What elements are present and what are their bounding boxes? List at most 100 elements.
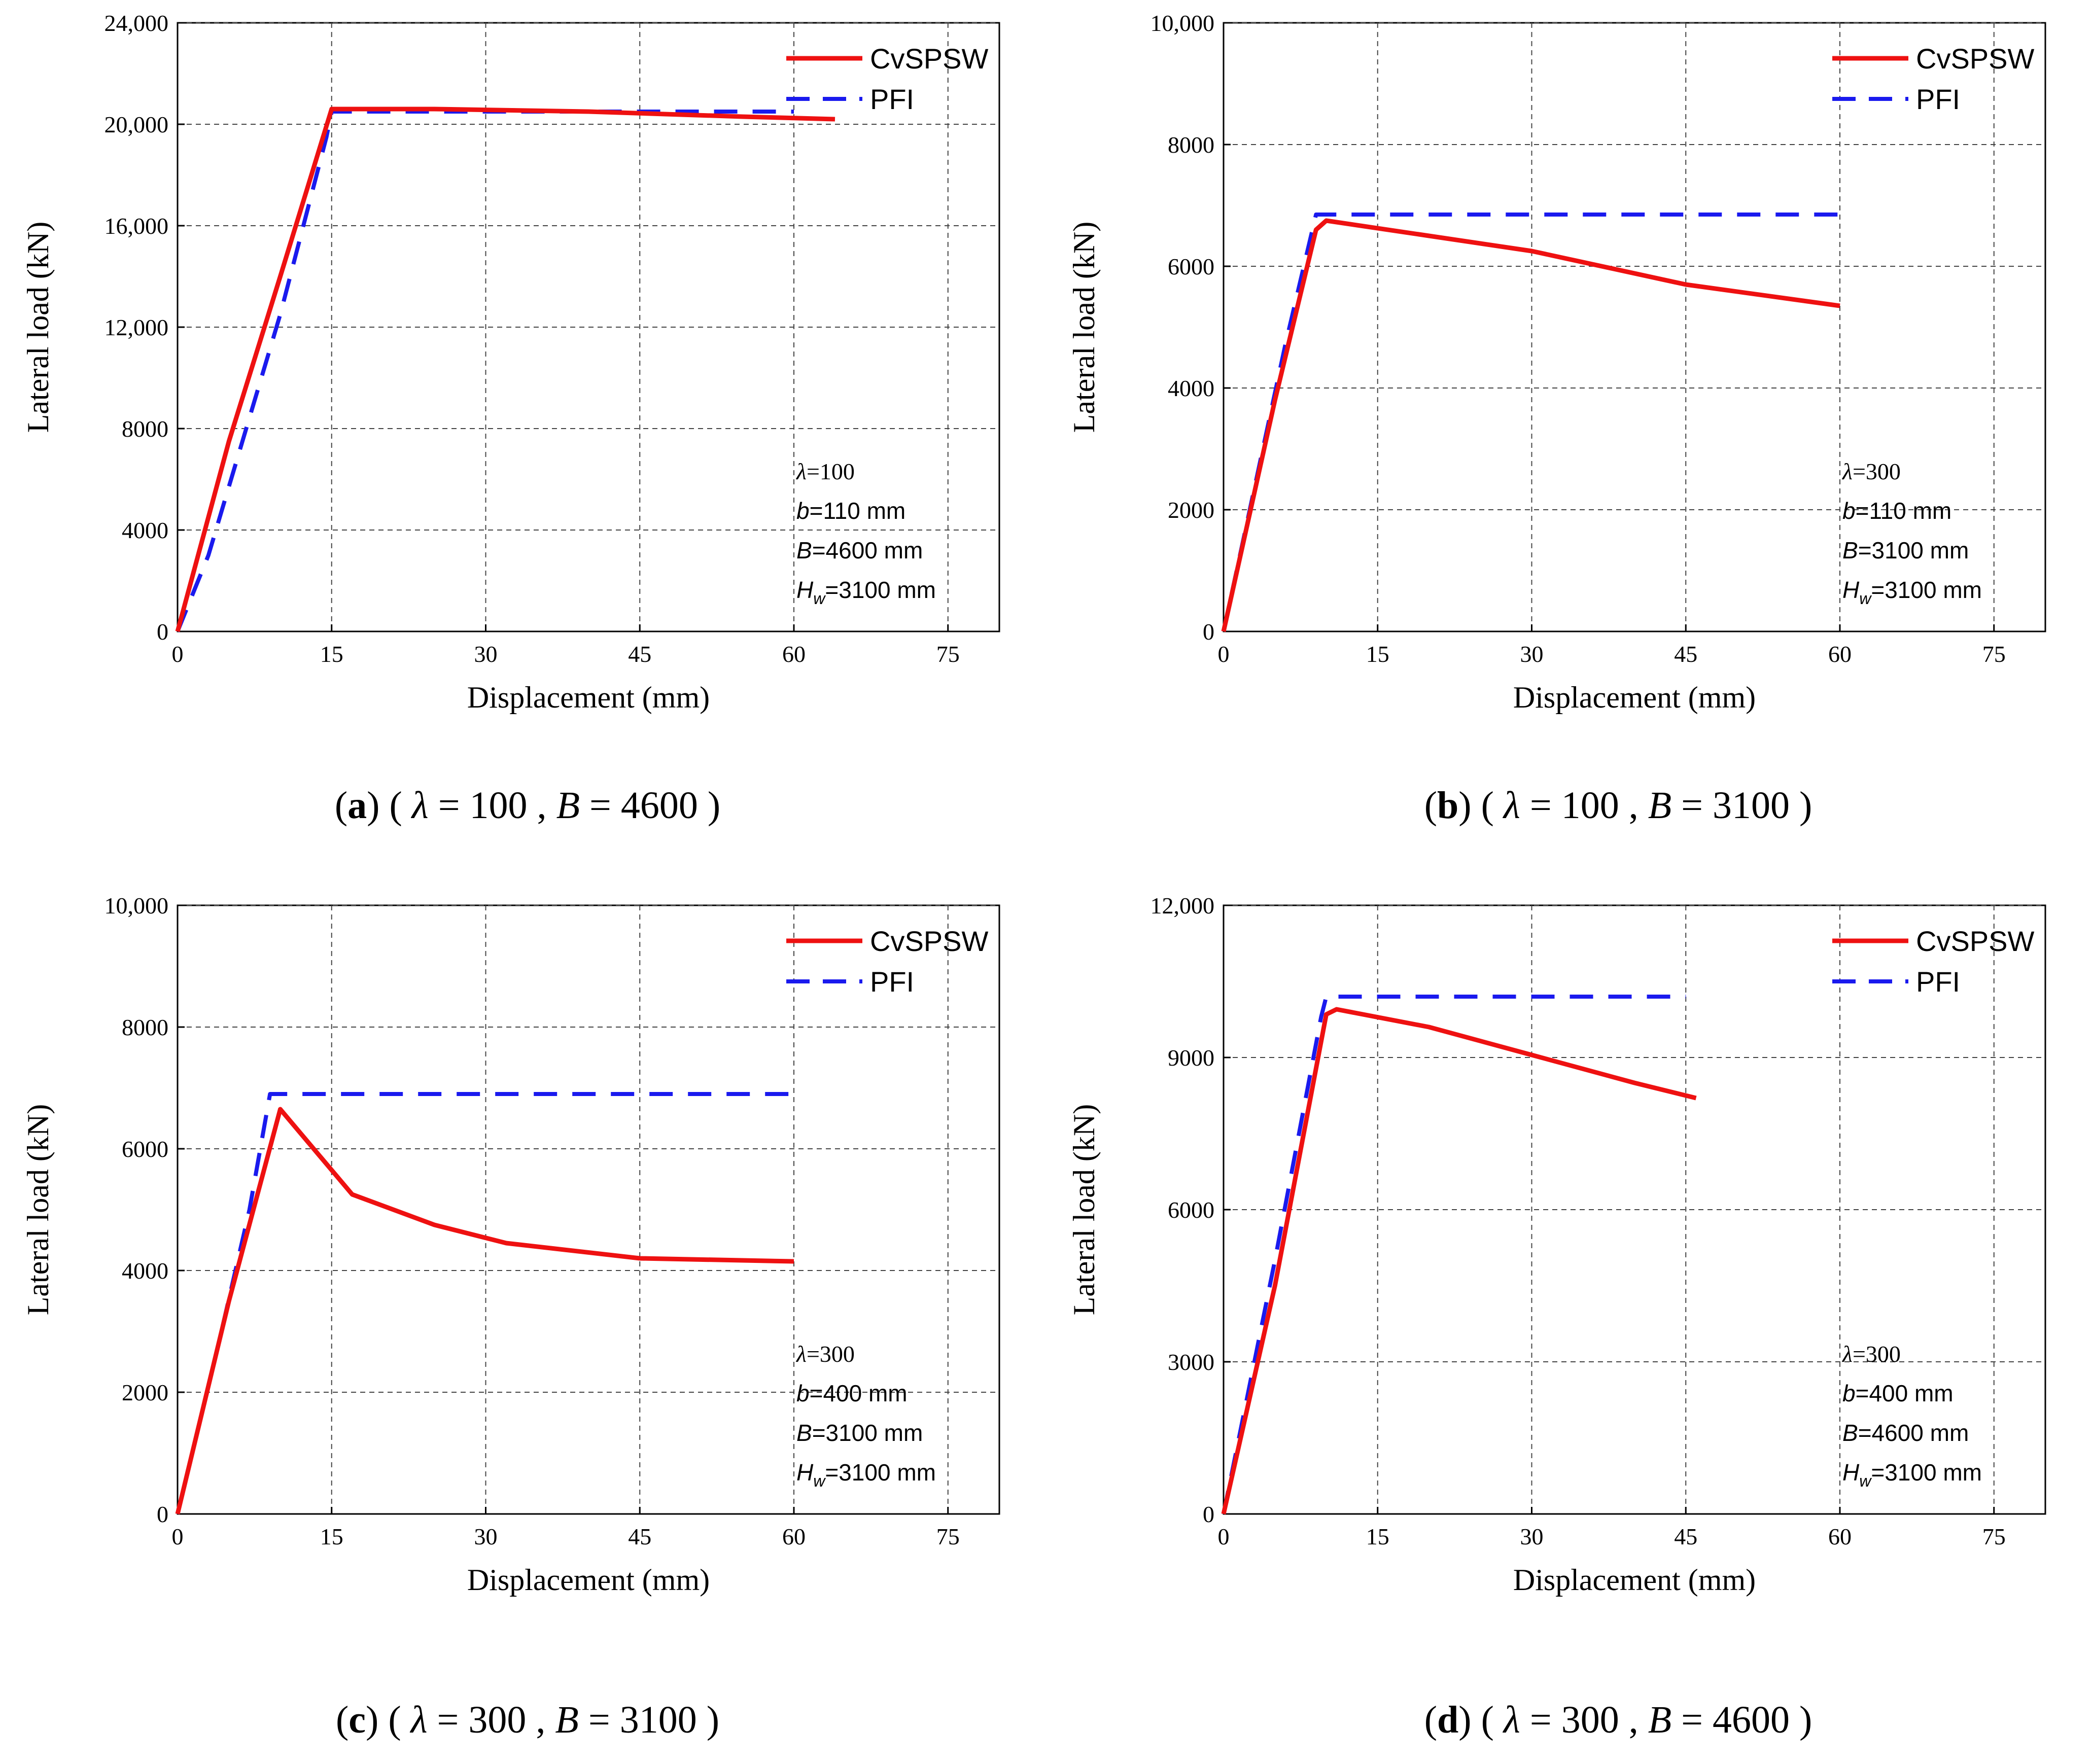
x-tick-label: 15 [320,641,343,667]
x-axis-title: Displacement (mm) [467,1563,710,1597]
y-tick-label: 10,000 [104,893,169,919]
y-tick-label: 24,000 [104,10,169,36]
param-annotation: λ=300 [1841,458,1901,484]
x-axis-title: Displacement (mm) [1513,1563,1756,1597]
x-tick-label: 30 [474,641,498,667]
y-tick-label: 10,000 [1150,10,1215,36]
y-tick-label: 12,000 [104,314,169,340]
x-tick-label: 45 [1674,641,1697,667]
caption-a: (a) ( λ = 100 , B = 4600 ) [334,784,721,827]
param-annotation: Hw=3100 mm [796,1459,936,1490]
y-tick-label: 8000 [122,416,168,442]
x-tick-label: 30 [1520,641,1544,667]
legend-label-cvspsw: CvSPSW [1916,43,2034,75]
x-tick-label: 75 [936,641,960,667]
series-line-cvspsw [175,1107,794,1515]
y-tick-label: 2000 [1168,497,1214,523]
x-tick-label: 45 [628,641,651,667]
y-tick-label: 20,000 [104,112,169,137]
param-annotation: λ=300 [1841,1341,1901,1367]
chart-c: 0 15 30 45 60 75 0 2000 4000 6000 8000 10,000 Displa… [21,893,1000,1597]
y-tick-label: 6000 [1168,254,1214,279]
series-line-cvspsw [1221,218,1840,632]
y-axis-title: Lateral load (kN) [1067,222,1101,433]
y-tick-label: 12,000 [1150,893,1215,919]
series-line-cvspsw [1221,1007,1697,1514]
param-annotation: λ=300 [795,1341,855,1367]
y-tick-label: 8000 [1168,132,1214,158]
x-tick-label: 75 [936,1524,960,1549]
legend-label-pfi: PFI [870,966,914,998]
caption-d: (d) ( λ = 300 , B = 4600 ) [1424,1699,1812,1741]
param-annotation: B=3100 mm [1842,537,1969,563]
chart-panel-a: 0 15 30 45 60 75 0 4000 8000 12,000 16,000 20,000 24… [0,0,1040,791]
y-tick-label: 4000 [122,517,168,543]
y-tick-label: 0 [157,1501,168,1527]
y-tick-label: 6000 [122,1136,168,1162]
caption-b: (b) ( λ = 100 , B = 3100 ) [1424,784,1812,827]
series-line-cvspsw [175,107,835,632]
chart-panel-b: 0 15 30 45 60 75 0 2000 4000 6000 8000 10,000 Displa… [1046,0,2086,791]
y-tick-label: 3000 [1168,1349,1214,1375]
legend-label-cvspsw: CvSPSW [870,925,988,957]
x-tick-label: 60 [1828,641,1852,667]
param-annotation: Hw=3100 mm [1842,1459,1982,1490]
series-line-pfi [1222,995,1686,1514]
plot-frame [1223,22,2046,632]
x-tick-label: 60 [782,641,806,667]
x-tick-label: 75 [1982,1524,2006,1549]
x-tick-label: 0 [1218,1524,1230,1549]
series-line-pfi [1222,213,1840,632]
y-tick-label: 9000 [1168,1045,1214,1071]
x-axis-title: Displacement (mm) [467,681,710,714]
y-axis-title: Lateral load (kN) [21,1104,55,1315]
param-annotation: Hw=3100 mm [796,577,936,608]
y-tick-label: 0 [1203,1501,1214,1527]
y-tick-label: 4000 [1168,375,1214,401]
x-axis-title: Displacement (mm) [1513,681,1756,714]
x-tick-label: 75 [1982,641,2006,667]
x-tick-label: 15 [1366,641,1389,667]
x-tick-label: 30 [474,1524,498,1549]
param-annotation: b=400 mm [1842,1380,1954,1406]
chart-b: 0 15 30 45 60 75 0 2000 4000 6000 8000 10,000 Displa… [1067,10,2046,714]
y-tick-label: 6000 [1168,1197,1214,1223]
x-tick-label: 0 [172,1524,184,1549]
x-tick-label: 0 [172,641,184,667]
chart-panel-c: 0 15 30 45 60 75 0 2000 4000 6000 8000 10,000 Displa… [0,883,1040,1674]
y-tick-label: 0 [1203,619,1214,645]
legend-label-pfi: PFI [1916,966,1960,998]
y-axis-title: Lateral load (kN) [21,222,55,433]
param-annotation: λ=100 [795,458,855,484]
param-annotation: B=4600 mm [796,537,923,563]
legend-label-pfi: PFI [1916,83,1960,115]
legend-label-cvspsw: CvSPSW [1916,925,2034,957]
param-annotation: b=110 mm [1842,498,1951,524]
x-tick-label: 60 [782,1524,806,1549]
y-tick-label: 0 [157,619,168,645]
x-tick-label: 30 [1520,1524,1544,1549]
legend-label-cvspsw: CvSPSW [870,43,988,75]
y-axis-title: Lateral load (kN) [1067,1104,1101,1315]
y-tick-label: 2000 [122,1380,168,1405]
chart-panel-d: 0 15 30 45 60 75 0 3000 6000 9000 12,000 Displaceme… [1046,883,2086,1674]
param-annotation: b=400 mm [796,1380,908,1406]
plot-frame [177,904,1000,1515]
param-annotation: Hw=3100 mm [1842,577,1982,608]
y-tick-label: 4000 [122,1258,168,1284]
chart-d: 0 15 30 45 60 75 0 3000 6000 9000 12,000 Displaceme… [1067,893,2046,1597]
param-annotation: B=3100 mm [796,1420,923,1446]
param-annotation: b=110 mm [796,498,905,524]
x-tick-label: 0 [1218,641,1230,667]
x-tick-label: 45 [1674,1524,1697,1549]
x-tick-label: 15 [1366,1524,1389,1549]
caption-c: (c) ( λ = 300 , B = 3100 ) [335,1699,720,1741]
y-tick-label: 8000 [122,1014,168,1040]
param-annotation: B=4600 mm [1842,1420,1969,1446]
legend-label-pfi: PFI [870,83,914,115]
y-tick-label: 16,000 [104,213,169,239]
chart-a: 0 15 30 45 60 75 0 4000 8000 12,000 16,000 20,000 24… [21,10,1000,714]
x-tick-label: 60 [1828,1524,1852,1549]
x-tick-label: 15 [320,1524,343,1549]
x-tick-label: 45 [628,1524,651,1549]
